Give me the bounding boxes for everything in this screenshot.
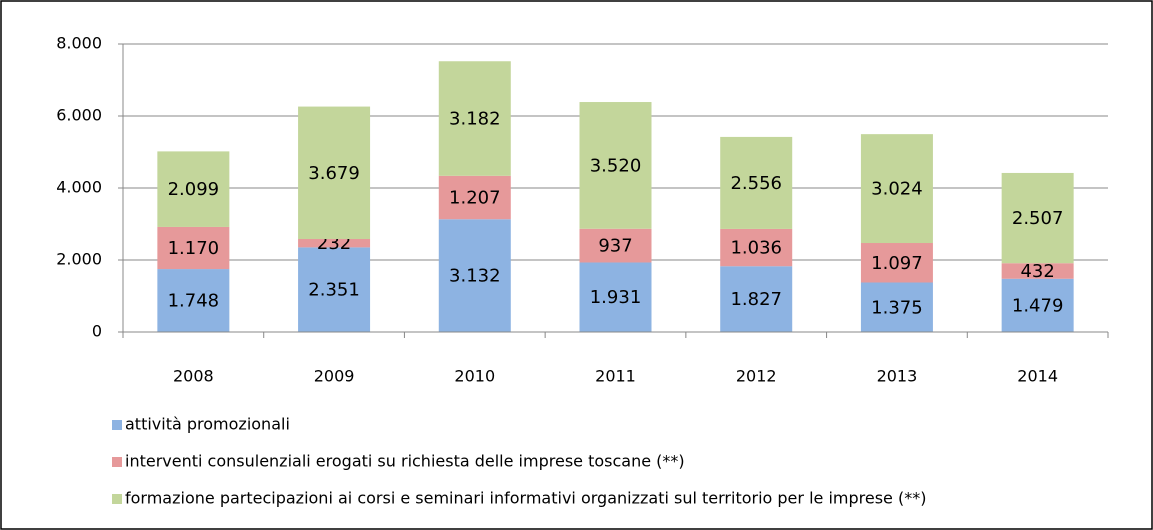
value-label: 2.099: [168, 179, 220, 200]
bar-segment: [298, 106, 371, 240]
value-label: 3.182: [449, 109, 501, 130]
y-tick-label: 2.000: [56, 250, 102, 269]
y-tick-label: 6.000: [56, 106, 102, 125]
value-label: 1.097: [871, 253, 923, 274]
x-tick-label: 2013: [877, 367, 918, 386]
bar-segment: [438, 61, 511, 176]
value-label: 1.827: [730, 289, 782, 310]
bar-segment: [298, 239, 371, 248]
bar-segment: [860, 282, 933, 332]
value-label: 1.748: [168, 291, 220, 312]
bar-segment: [579, 228, 652, 263]
y-tick-label: 0: [92, 322, 102, 341]
x-tick-label: 2010: [454, 367, 495, 386]
value-label: 1.479: [1012, 295, 1064, 316]
legend-swatch: [112, 420, 122, 430]
x-tick-label: 2014: [1017, 367, 1058, 386]
value-label: 1.931: [590, 287, 642, 308]
bar-segment: [860, 243, 933, 283]
x-tick-label: 2011: [595, 367, 636, 386]
value-label: 3.520: [590, 155, 642, 176]
value-label: 3.132: [449, 266, 501, 287]
value-label: 1.207: [449, 188, 501, 209]
x-tick-label: 2008: [173, 367, 214, 386]
value-label: 937: [598, 236, 632, 257]
value-label: 432: [1020, 261, 1054, 282]
x-tick-label: 2012: [736, 367, 777, 386]
value-label: 2.507: [1012, 208, 1064, 229]
bar-segment: [1001, 263, 1074, 279]
value-label: 3.679: [308, 163, 360, 184]
bar-segment: [157, 226, 230, 270]
value-label: 1.036: [730, 238, 782, 259]
value-label: 2.351: [308, 280, 360, 301]
bar-segment: [438, 219, 511, 332]
x-tick-label: 2009: [314, 367, 355, 386]
value-label: 1.170: [168, 238, 220, 259]
bar-segment: [720, 228, 793, 267]
bar-segment: [157, 151, 230, 227]
legend-label: interventi consulenziali erogati su rich…: [125, 452, 685, 471]
bar-segment: [579, 102, 652, 229]
bar-segment: [579, 262, 652, 332]
bar-segment: [298, 247, 371, 332]
value-label: 2.556: [730, 173, 782, 194]
legend-label: attività promozionali: [125, 415, 290, 434]
y-tick-label: 8.000: [56, 34, 102, 53]
value-label: 3.024: [871, 179, 923, 200]
value-label: 1.375: [871, 297, 923, 318]
bar-segment: [438, 175, 511, 220]
legend-swatch: [112, 494, 122, 504]
legend-label: formazione partecipazioni ai corsi e sem…: [125, 489, 926, 508]
bar-segment: [157, 269, 230, 332]
bar-segment: [860, 134, 933, 244]
bar-segment: [1001, 278, 1074, 332]
legend-swatch: [112, 457, 122, 467]
y-tick-label: 4.000: [56, 178, 102, 197]
bar-segment: [1001, 172, 1074, 264]
bar-segment: [720, 266, 793, 332]
bar-segment: [720, 136, 793, 229]
